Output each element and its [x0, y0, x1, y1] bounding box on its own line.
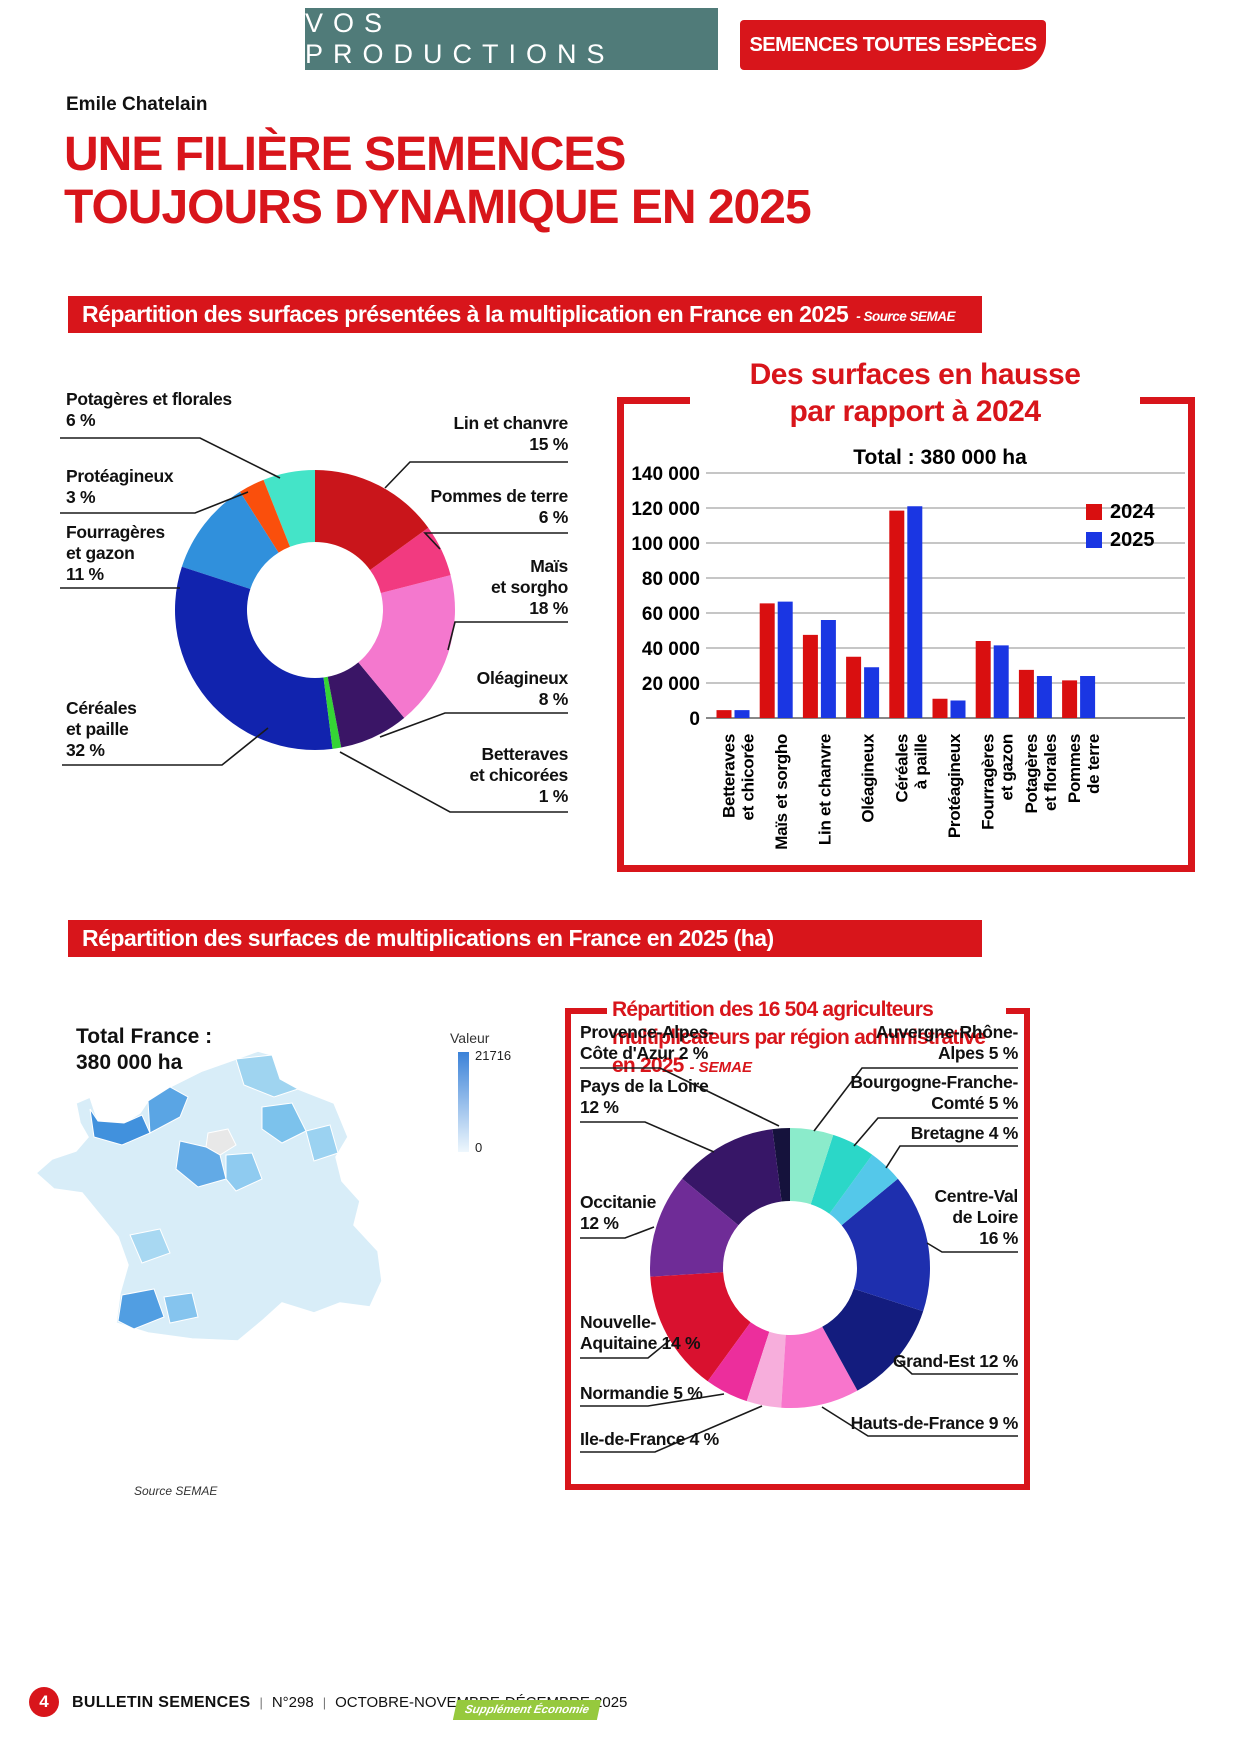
- donut-slice-6: [181, 491, 279, 589]
- donut1-label-betteraves: Betteraves et chicorées 1 %: [469, 744, 568, 806]
- donut2-label-ara: Auvergne-Rhône- Alpes 5 %: [875, 1022, 1019, 1063]
- frame-right: [1024, 1008, 1030, 1490]
- footer-separator: |: [322, 1695, 327, 1710]
- donut-slice-4: [822, 1288, 924, 1391]
- frame-bottom: [565, 1484, 1030, 1490]
- donut-slice-4: [323, 676, 342, 749]
- supplement-badge: Supplément Économie: [452, 1700, 602, 1720]
- leader-line: [379, 712, 568, 738]
- donut1-label-mais: Maïs et sorgho 18 %: [490, 556, 568, 618]
- leader-line: [885, 1145, 1018, 1169]
- map-region-poitou: [129, 1228, 171, 1264]
- leader-line: [447, 621, 568, 651]
- donut2-label-occitanie: Occitanie 12 %: [580, 1192, 657, 1233]
- donut-slice-7: [239, 479, 290, 553]
- map-region-normandie: [89, 1108, 151, 1146]
- banner-text: Répartition des surfaces de multiplicati…: [82, 925, 774, 951]
- banner-surfaces-multiplications: Répartition des surfaces de multiplicati…: [68, 920, 982, 957]
- section-header: VOS PRODUCTIONS: [305, 8, 718, 70]
- donut1-label-oleagineux: Oléagineux 8 %: [476, 668, 569, 709]
- topic-badge: SEMENCES TOUTES ESPÈCES: [740, 20, 1046, 70]
- legend-label-2024: 2024: [1110, 501, 1155, 523]
- donut2-label-grand-est: Grand-Est 12 %: [892, 1351, 1018, 1371]
- france-outline: [34, 1050, 383, 1342]
- donut-slice-8: [263, 470, 315, 547]
- donut2-label-bretagne: Bretagne 4 %: [910, 1123, 1019, 1143]
- map-source: Source SEMAE: [134, 1484, 218, 1498]
- map-legend-max: 21716: [475, 1048, 512, 1063]
- map-region-est: [305, 1124, 339, 1162]
- map-region-seine-maritime: [147, 1086, 189, 1134]
- map-region-champagne: [261, 1102, 307, 1144]
- author-byline: Emile Chatelain: [66, 94, 208, 115]
- donut-slice-11: [772, 1128, 790, 1202]
- banner-text: Répartition des surfaces présentées à la…: [82, 301, 849, 327]
- donut1-label-cereales: Céréales et paille 32 %: [66, 698, 137, 760]
- frame-left: [565, 1008, 571, 1490]
- donut-slice-6: [746, 1331, 786, 1408]
- map-legend-gradient: [458, 1052, 469, 1152]
- donut-slice-7: [707, 1322, 770, 1402]
- frame-top-right: [1006, 1008, 1030, 1014]
- banner-surfaces-presentees: Répartition des surfaces présentées à la…: [68, 296, 982, 333]
- donut1-label-potageres: Potagères et florales 6 %: [66, 389, 232, 430]
- bar-chart-title: Des surfaces en hausse par rapport à 2024: [690, 356, 1140, 430]
- map-region-landes: [117, 1288, 165, 1330]
- leader-line: [384, 461, 568, 489]
- leader-line: [423, 532, 568, 550]
- donut-slice-10: [682, 1129, 782, 1226]
- donut-slice-9: [650, 1178, 739, 1277]
- map-region-idf: [205, 1128, 237, 1156]
- donut2-label-paca: Provence-Alpes- Côte d'Azur 2 %: [580, 1022, 714, 1063]
- legend-swatch-2025: [1086, 532, 1102, 548]
- footer-magazine: BULLETIN SEMENCES: [72, 1694, 251, 1711]
- donut2-label-centre: Centre-Val de Loire 16 %: [934, 1186, 1018, 1248]
- donut1-label-proteagineux: Protéagineux 3 %: [66, 466, 174, 507]
- donut2-label-normandie: Normandie 5 %: [580, 1383, 703, 1403]
- map-total-label: Total France :380 000 ha: [76, 1025, 213, 1074]
- donut2-label-idf: Ile-de-France 4 %: [580, 1429, 719, 1449]
- map-legend-title: Valeur: [450, 1030, 490, 1046]
- donut1-label-lin: Lin et chanvre 15 %: [453, 413, 569, 454]
- page-number: 4: [29, 1687, 59, 1717]
- frame-top-left: [565, 1008, 607, 1014]
- map-region-beauce: [175, 1140, 227, 1188]
- footer-issue: N°298: [271, 1694, 314, 1711]
- map-region-gers: [163, 1292, 199, 1324]
- donut2-label-hauts-de-france: Hauts-de-France 9 %: [850, 1413, 1019, 1433]
- bar-chart-subtitle: Total : 380 000 ha: [853, 446, 1027, 469]
- france-choropleth-map: [34, 1050, 383, 1342]
- donut2-label-pays-loire: Pays de la Loire 12 %: [580, 1076, 709, 1117]
- leader-line: [580, 1121, 715, 1153]
- map-legend-min: 0: [475, 1140, 483, 1155]
- banner-source: - Source SEMAE: [856, 309, 956, 324]
- donut1-label-fourrageres: Fourragères et gazon 11 %: [66, 522, 165, 584]
- legend-label-2025: 2025: [1110, 529, 1155, 551]
- page-title: UNE FILIÈRE SEMENCES TOUJOURS DYNAMIQUE E…: [64, 128, 812, 234]
- donut1-label-pommes: Pommes de terre 6 %: [430, 486, 568, 527]
- footer-separator: |: [259, 1695, 263, 1710]
- map-region-nord: [235, 1054, 300, 1098]
- map-region-loiret: [225, 1152, 263, 1192]
- donut2-label-bfc: Bourgogne-Franche- Comté 5 %: [850, 1072, 1018, 1113]
- donut-slice-5: [174, 566, 333, 751]
- donut2-label-nouvelle-aquitaine: Nouvelle- Aquitaine 14 %: [580, 1312, 701, 1353]
- legend-swatch-2024: [1086, 504, 1102, 520]
